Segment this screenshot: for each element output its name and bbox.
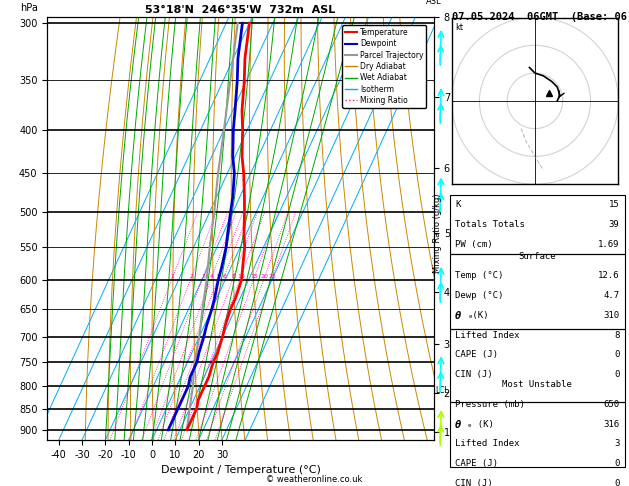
Text: 3: 3 [201,274,205,279]
Text: Lifted Index: Lifted Index [455,439,520,449]
Text: Most Unstable: Most Unstable [502,380,572,389]
Text: 0: 0 [614,370,620,379]
Text: 25: 25 [269,274,277,279]
Text: © weatheronline.co.uk: © weatheronline.co.uk [266,474,363,484]
Text: θ: θ [455,311,461,321]
Text: 4.7: 4.7 [603,291,620,300]
Text: 310: 310 [603,311,620,320]
Text: Mixing Ratio (g/kg): Mixing Ratio (g/kg) [433,193,442,273]
Text: 5: 5 [217,274,221,279]
Text: 1: 1 [171,274,175,279]
Bar [450,195,625,254]
Legend: Temperature, Dewpoint, Parcel Trajectory, Dry Adiabat, Wet Adiabat, Isotherm, Mi: Temperature, Dewpoint, Parcel Trajectory… [342,25,426,108]
Text: 15: 15 [251,274,259,279]
Text: 6: 6 [223,274,226,279]
Title: 53°18'N  246°35'W  732m  ASL: 53°18'N 246°35'W 732m ASL [145,5,336,15]
Text: θ: θ [455,419,461,430]
Text: 20: 20 [261,274,269,279]
Text: Pressure (mb): Pressure (mb) [455,400,525,409]
Text: 12.6: 12.6 [598,271,620,280]
Text: 8: 8 [231,274,235,279]
Text: LCL: LCL [435,386,448,395]
Text: Dewp (°C): Dewp (°C) [455,291,503,300]
Text: hPa: hPa [20,3,38,13]
Text: 2: 2 [189,274,194,279]
Text: 39: 39 [609,220,620,229]
Text: ₑ (K): ₑ (K) [467,419,494,429]
Text: 8: 8 [614,330,620,340]
Text: PW (cm): PW (cm) [455,240,493,249]
Text: 650: 650 [603,400,620,409]
Bar [450,254,625,330]
Text: 0: 0 [614,459,620,468]
Text: 15: 15 [609,200,620,209]
Text: CAPE (J): CAPE (J) [455,459,498,468]
Text: Temp (°C): Temp (°C) [455,271,503,280]
Text: ₑ(K): ₑ(K) [467,311,489,320]
Bar [450,330,625,402]
Text: 4: 4 [210,274,214,279]
Text: 0: 0 [614,479,620,486]
Text: CIN (J): CIN (J) [455,370,493,379]
Text: 3: 3 [614,439,620,449]
Text: 0: 0 [614,350,620,360]
Text: Surface: Surface [518,252,556,260]
Text: 1.69: 1.69 [598,240,620,249]
Text: CAPE (J): CAPE (J) [455,350,498,360]
Text: kt: kt [455,22,463,32]
Text: Totals Totals: Totals Totals [455,220,525,229]
Text: 316: 316 [603,419,620,429]
X-axis label: Dewpoint / Temperature (°C): Dewpoint / Temperature (°C) [160,465,321,475]
Text: K: K [455,200,460,209]
Text: Lifted Index: Lifted Index [455,330,520,340]
Text: 10: 10 [237,274,245,279]
Bar [450,402,625,467]
Text: 07.05.2024  06GMT  (Base: 06): 07.05.2024 06GMT (Base: 06) [452,12,629,22]
Text: km
ASL: km ASL [426,0,442,6]
Text: CIN (J): CIN (J) [455,479,493,486]
